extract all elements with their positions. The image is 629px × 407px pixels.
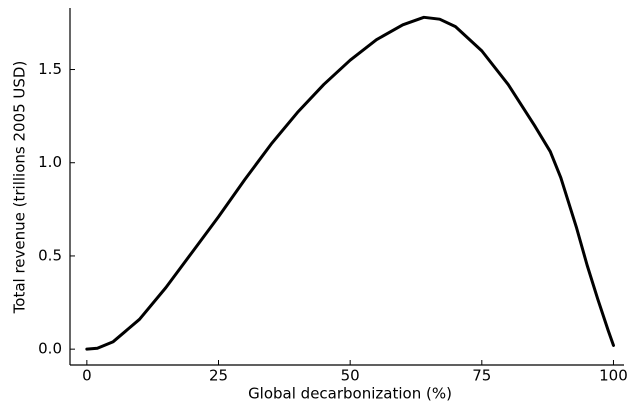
y-tick-label: 1.0 [38,153,62,171]
line [85,15,615,351]
x-tick-label: 50 [341,367,360,385]
y-tick-label: 0.0 [38,340,62,358]
x-tick-label: 100 [599,367,628,385]
y-tick-label: 0.5 [38,246,62,264]
y-tick-label: 1.5 [38,60,62,78]
x-tick-label: 0 [82,367,92,385]
x-tick-label: 75 [472,367,491,385]
x-axis-label: Global decarbonization (%) [248,385,452,403]
y-axis-label: Total revenue (trillions 2005 USD) [11,61,29,315]
x-tick-label: 25 [209,367,228,385]
